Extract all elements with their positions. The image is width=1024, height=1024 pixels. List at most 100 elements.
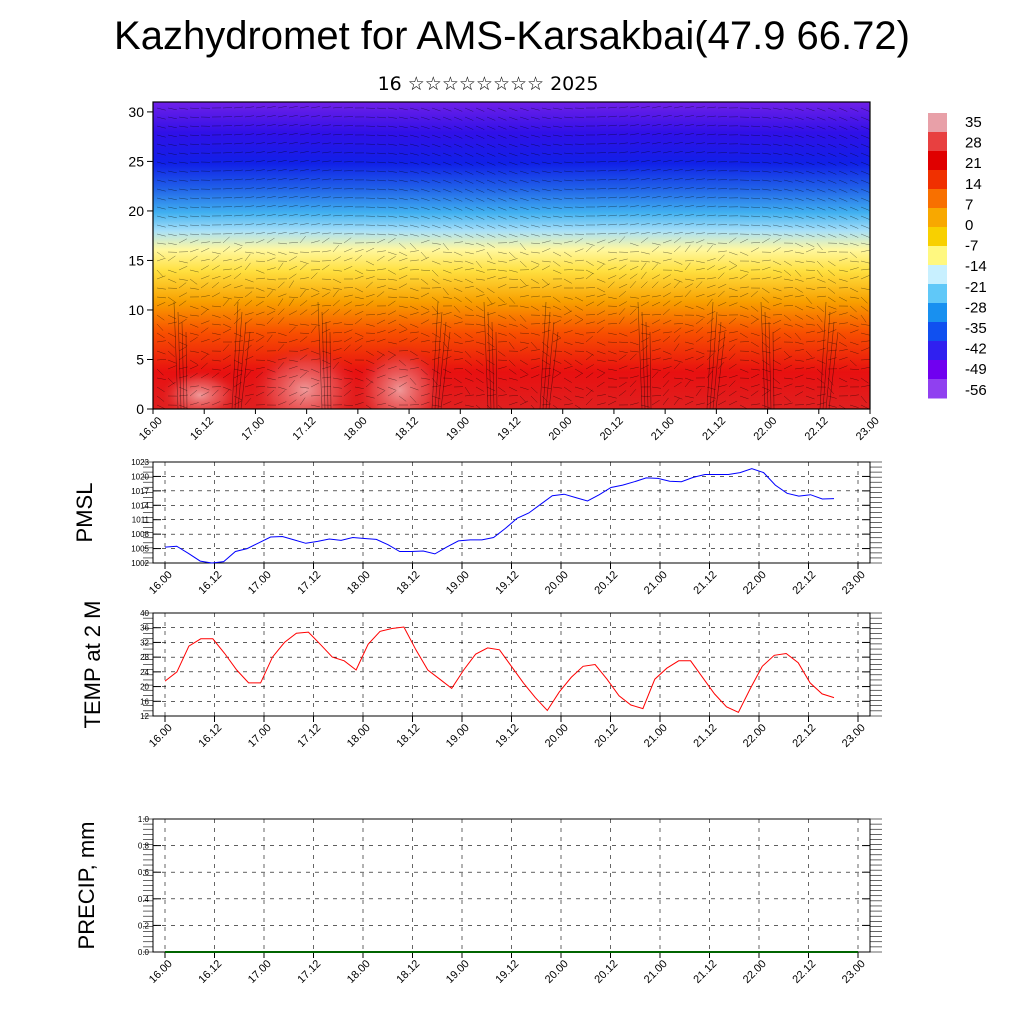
- wind-barb: [651, 246, 660, 253]
- wind-barb: [706, 133, 716, 136]
- wind-barb: [783, 350, 791, 358]
- wind-barb: [178, 332, 188, 338]
- wind-barb: [317, 301, 323, 409]
- wind-barb: [189, 278, 198, 285]
- wind-barb: [695, 142, 705, 145]
- wind-barb: [329, 331, 332, 409]
- wind-barb: [398, 224, 408, 228]
- wind-barb: [189, 385, 199, 388]
- wind-barb: [552, 260, 561, 267]
- wind-barb: [321, 106, 331, 109]
- wind-barb: [651, 141, 661, 145]
- wind-barb: [794, 349, 804, 352]
- wind-barb: [596, 246, 605, 253]
- wind-barb: [530, 349, 540, 352]
- wind-barb: [244, 253, 251, 262]
- wind-barb: [530, 265, 540, 271]
- wind-barb: [255, 269, 265, 274]
- wind-barb: [277, 186, 287, 190]
- wind-barb: [431, 233, 441, 238]
- wind-barb: [651, 348, 661, 352]
- wind-barb: [825, 321, 835, 409]
- colorbar-label: 35: [965, 114, 982, 131]
- wind-barb: [739, 368, 749, 373]
- wind-barb: [200, 327, 209, 334]
- wind-barb: [288, 114, 298, 118]
- wind-barb: [563, 330, 573, 334]
- wind-barb: [508, 359, 516, 367]
- wind-barb: [332, 357, 342, 361]
- wind-barb: [805, 260, 815, 263]
- wind-barb: [541, 305, 551, 309]
- wind-barb: [310, 133, 320, 136]
- wind-barb: [794, 359, 804, 362]
- wind-barb: [860, 215, 870, 220]
- wind-barb: [805, 357, 815, 361]
- wind-barb: [310, 160, 320, 163]
- wind-barb: [794, 374, 804, 379]
- wind-barb: [596, 224, 607, 226]
- wind-barb: [750, 314, 759, 320]
- wind-barb: [761, 206, 771, 209]
- wind-barb: [607, 275, 617, 280]
- wind-barb: [772, 368, 782, 372]
- wind-barb: [548, 331, 559, 409]
- wind-barb: [739, 341, 750, 343]
- wind-barb: [827, 260, 836, 267]
- wind-barb: [794, 242, 804, 248]
- hot-core-3: [160, 370, 240, 409]
- wind-barb: [684, 241, 694, 244]
- wind-barb: [255, 196, 265, 199]
- wind-barb: [519, 179, 529, 183]
- panel-x-tick-label: 16.00: [147, 722, 175, 750]
- wind-barb: [827, 116, 837, 121]
- wind-barb: [255, 115, 265, 118]
- wind-barb: [156, 134, 166, 138]
- wind-barb: [629, 223, 639, 226]
- wind-barb: [387, 215, 397, 218]
- wind-barb: [233, 133, 243, 136]
- wind-barb: [156, 350, 166, 355]
- wind-barb: [156, 116, 166, 120]
- wind-barb: [464, 296, 473, 303]
- panel-x-tick-label: 19.00: [444, 722, 472, 750]
- wind-barb: [453, 125, 463, 130]
- wind-barb: [684, 400, 694, 406]
- wind-barb: [332, 196, 343, 199]
- wind-barb: [464, 233, 474, 238]
- heatmap-x-tick-label: 17.00: [239, 415, 267, 443]
- wind-barb: [387, 296, 398, 298]
- wind-barb: [173, 301, 179, 409]
- wind-barb: [805, 395, 815, 400]
- wind-barb: [167, 107, 177, 111]
- wind-barb: [607, 312, 617, 316]
- wind-barb: [607, 239, 617, 244]
- wind-barb: [299, 232, 309, 235]
- wind-barb: [816, 107, 826, 112]
- wind-barb: [662, 283, 671, 289]
- wind-barb: [662, 251, 672, 254]
- wind-barb: [189, 269, 199, 273]
- wind-barb: [189, 197, 200, 200]
- wind-barb: [772, 107, 782, 110]
- wind-barb: [662, 132, 672, 136]
- wind-barb: [321, 187, 331, 190]
- wind-barb: [321, 124, 331, 127]
- wind-barb: [200, 402, 210, 406]
- wind-barb: [552, 372, 561, 379]
- wind-barb: [299, 106, 309, 109]
- wind-barb: [794, 206, 804, 210]
- wind-barb: [167, 365, 177, 370]
- wind-barb: [728, 302, 738, 307]
- wind-barb: [530, 125, 540, 129]
- wind-barb: [574, 116, 585, 118]
- wind-barb: [475, 394, 485, 397]
- wind-barb: [442, 170, 452, 175]
- wind-barb: [706, 223, 716, 226]
- wind-barb: [310, 309, 319, 316]
- wind-barb: [486, 170, 496, 175]
- wind-barb: [574, 179, 585, 181]
- wind-barb: [794, 332, 802, 340]
- wind-barb: [475, 305, 484, 312]
- wind-barb: [827, 206, 837, 211]
